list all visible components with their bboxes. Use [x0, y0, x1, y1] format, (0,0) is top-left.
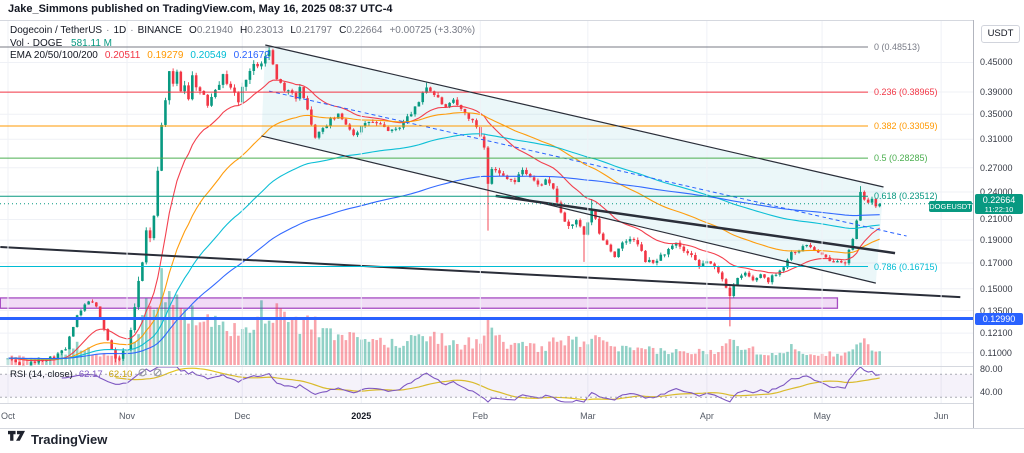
ohlc-value: 0.21797: [295, 25, 333, 36]
ema-value: 0.20549: [190, 50, 227, 61]
published-byline: Jake_Simmons published on TradingView.co…: [8, 3, 393, 15]
time-axis-label: May: [813, 411, 831, 421]
chart-bottom-border: [0, 428, 1024, 429]
time-axis-label: Feb: [472, 411, 489, 421]
price-tick: 0.19000: [980, 235, 1013, 246]
chart-top-border: [0, 20, 1024, 21]
time-axis-label: Jun: [933, 411, 949, 421]
rsi-tick: 80.00: [980, 364, 1003, 374]
price-tick: 0.11000: [980, 347, 1012, 358]
tradingview-wordmark: TradingView: [31, 431, 108, 447]
tradingview-logo[interactable]: TradingView: [8, 430, 107, 448]
interval-label: 1D: [113, 25, 127, 36]
fib-level-label: 0.236 (0.38965): [874, 87, 938, 98]
ema-value: 0.21672: [233, 50, 270, 61]
hide-study-icon[interactable]: [138, 368, 147, 380]
bar-countdown: 11:22:10: [984, 205, 1014, 214]
current-price-value: 0.22664: [982, 195, 1016, 205]
ohlc-letter: O: [189, 25, 197, 36]
volume-legend-row[interactable]: Vol · DOGE 581.11 M: [10, 38, 112, 49]
ohlc-letter: L: [290, 25, 296, 36]
ema-value: 0.19279: [147, 50, 184, 61]
fib-level-label: 0 (0.48513): [874, 42, 921, 52]
volume-study-label: Vol · DOGE: [10, 38, 63, 49]
price-tick: 0.31000: [980, 134, 1013, 145]
rsi-tick: 40.00: [980, 387, 1003, 397]
symbol-title: Dogecoin / TetherUS: [10, 25, 103, 36]
time-axis-label: Oct: [0, 411, 16, 421]
price-tick: 0.45000: [980, 57, 1013, 68]
ohlc-values: O0.21940 H0.23013 L0.21797 C0.22664: [182, 25, 382, 36]
symbol-price-tag: DOGEUSDT: [929, 201, 972, 212]
rsi-value: 62.17: [78, 368, 103, 380]
price-tick: 0.21000: [980, 214, 1013, 225]
price-tick: 0.39000: [980, 86, 1013, 97]
price-tick: 0.13500: [980, 305, 1013, 316]
time-axis-label: 2025: [351, 411, 372, 421]
rsi-legend-row[interactable]: RSI (14, close) 62.17 62.10: [10, 368, 162, 380]
ohlc-letter: H: [239, 25, 248, 36]
time-axis-separator: [0, 403, 1024, 404]
ohlc-value: 0.21940: [196, 25, 233, 36]
ema-value: 0.20511: [104, 50, 141, 61]
price-tick: 0.15000: [980, 283, 1013, 294]
time-axis-label: Nov: [119, 411, 136, 421]
symbol-legend-row[interactable]: Dogecoin / TetherUS · 1D · BINANCE O0.21940 H0…: [10, 25, 476, 36]
price-tick: 0.17000: [980, 258, 1013, 269]
time-axis-label: Dec: [234, 411, 251, 421]
time-axis-label: Apr: [699, 411, 714, 421]
fib-level-label: 0.382 (0.33059): [874, 121, 938, 132]
fib-level-label: 0.786 (0.16715): [874, 261, 938, 272]
price-tick: 0.35000: [980, 109, 1013, 120]
hide-study-icon[interactable]: [153, 368, 162, 380]
ema-legend-row[interactable]: EMA 20/50/100/200 0.20511 0.19279 0.20549 0.…: [10, 50, 270, 61]
price-tick: 0.24000: [980, 186, 1013, 197]
rsi-study-label: RSI (14, close): [10, 368, 73, 380]
ohlc-letter: C: [339, 25, 347, 36]
time-axis-label: Mar: [580, 411, 596, 421]
rsi-pane-separator: [0, 366, 1024, 367]
tradingview-mark-icon: [8, 430, 25, 448]
exchange-label: BINANCE: [137, 25, 183, 36]
price-tick: 0.27000: [980, 162, 1013, 173]
volume-value: 581.11 M: [71, 38, 112, 49]
fib-level-label: 0.5 (0.28285): [874, 153, 928, 164]
rsi-ma-value: 62.10: [108, 368, 133, 380]
current-price-axis-label: 0.22664 11:22:10: [975, 194, 1023, 214]
currency-toggle-button[interactable]: USDT: [981, 25, 1020, 43]
price-axis[interactable]: [973, 20, 1024, 428]
alert-level-axis-label: 0.12990: [975, 313, 1023, 325]
ema-values: 0.20511 0.19279 0.20549 0.21672: [98, 50, 270, 61]
price-tick: 0.12100: [980, 328, 1013, 339]
ohlc-value: 0.22664: [346, 25, 383, 36]
fib-level-label: 0.618 (0.23512): [874, 191, 938, 202]
change-value: +0.00725 (+3.30%): [389, 25, 476, 36]
ema-study-label: EMA 20/50/100/200: [10, 50, 98, 61]
ohlc-value: 0.23013: [247, 25, 284, 36]
